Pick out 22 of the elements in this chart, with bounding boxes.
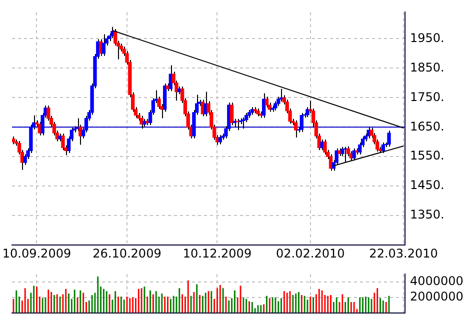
candlestick: [323, 139, 327, 156]
x-tick-label: 02.02.2010: [276, 246, 345, 260]
candlestick: [264, 96, 269, 108]
y-tick-label: 1350.: [410, 208, 444, 222]
y-tick-label: 1850.: [410, 60, 444, 74]
x-tick-label: 22.03.2010: [369, 246, 438, 260]
candlestick: [352, 148, 356, 161]
y-tick-label: 1950.: [410, 30, 444, 45]
y-tick-label: 1750.: [410, 90, 444, 104]
candlestick: [294, 120, 298, 138]
candlestick: [102, 34, 106, 56]
y-tick-label: 1450.: [410, 178, 444, 192]
y-tick-label: 2000000: [410, 289, 464, 304]
y-tick-label: 4000000: [410, 274, 464, 288]
candlestick: [140, 115, 144, 130]
x-tick-label: 26.10.2009: [92, 246, 162, 260]
x-tick-label: 10.09.2009: [2, 246, 72, 260]
y-tick-label: 1650.: [410, 119, 444, 134]
y-tick-label: 1550.: [410, 148, 444, 163]
x-tick-label: 10.12.2009: [182, 246, 252, 260]
candlestick: [274, 100, 278, 111]
candlestick: [230, 102, 234, 126]
